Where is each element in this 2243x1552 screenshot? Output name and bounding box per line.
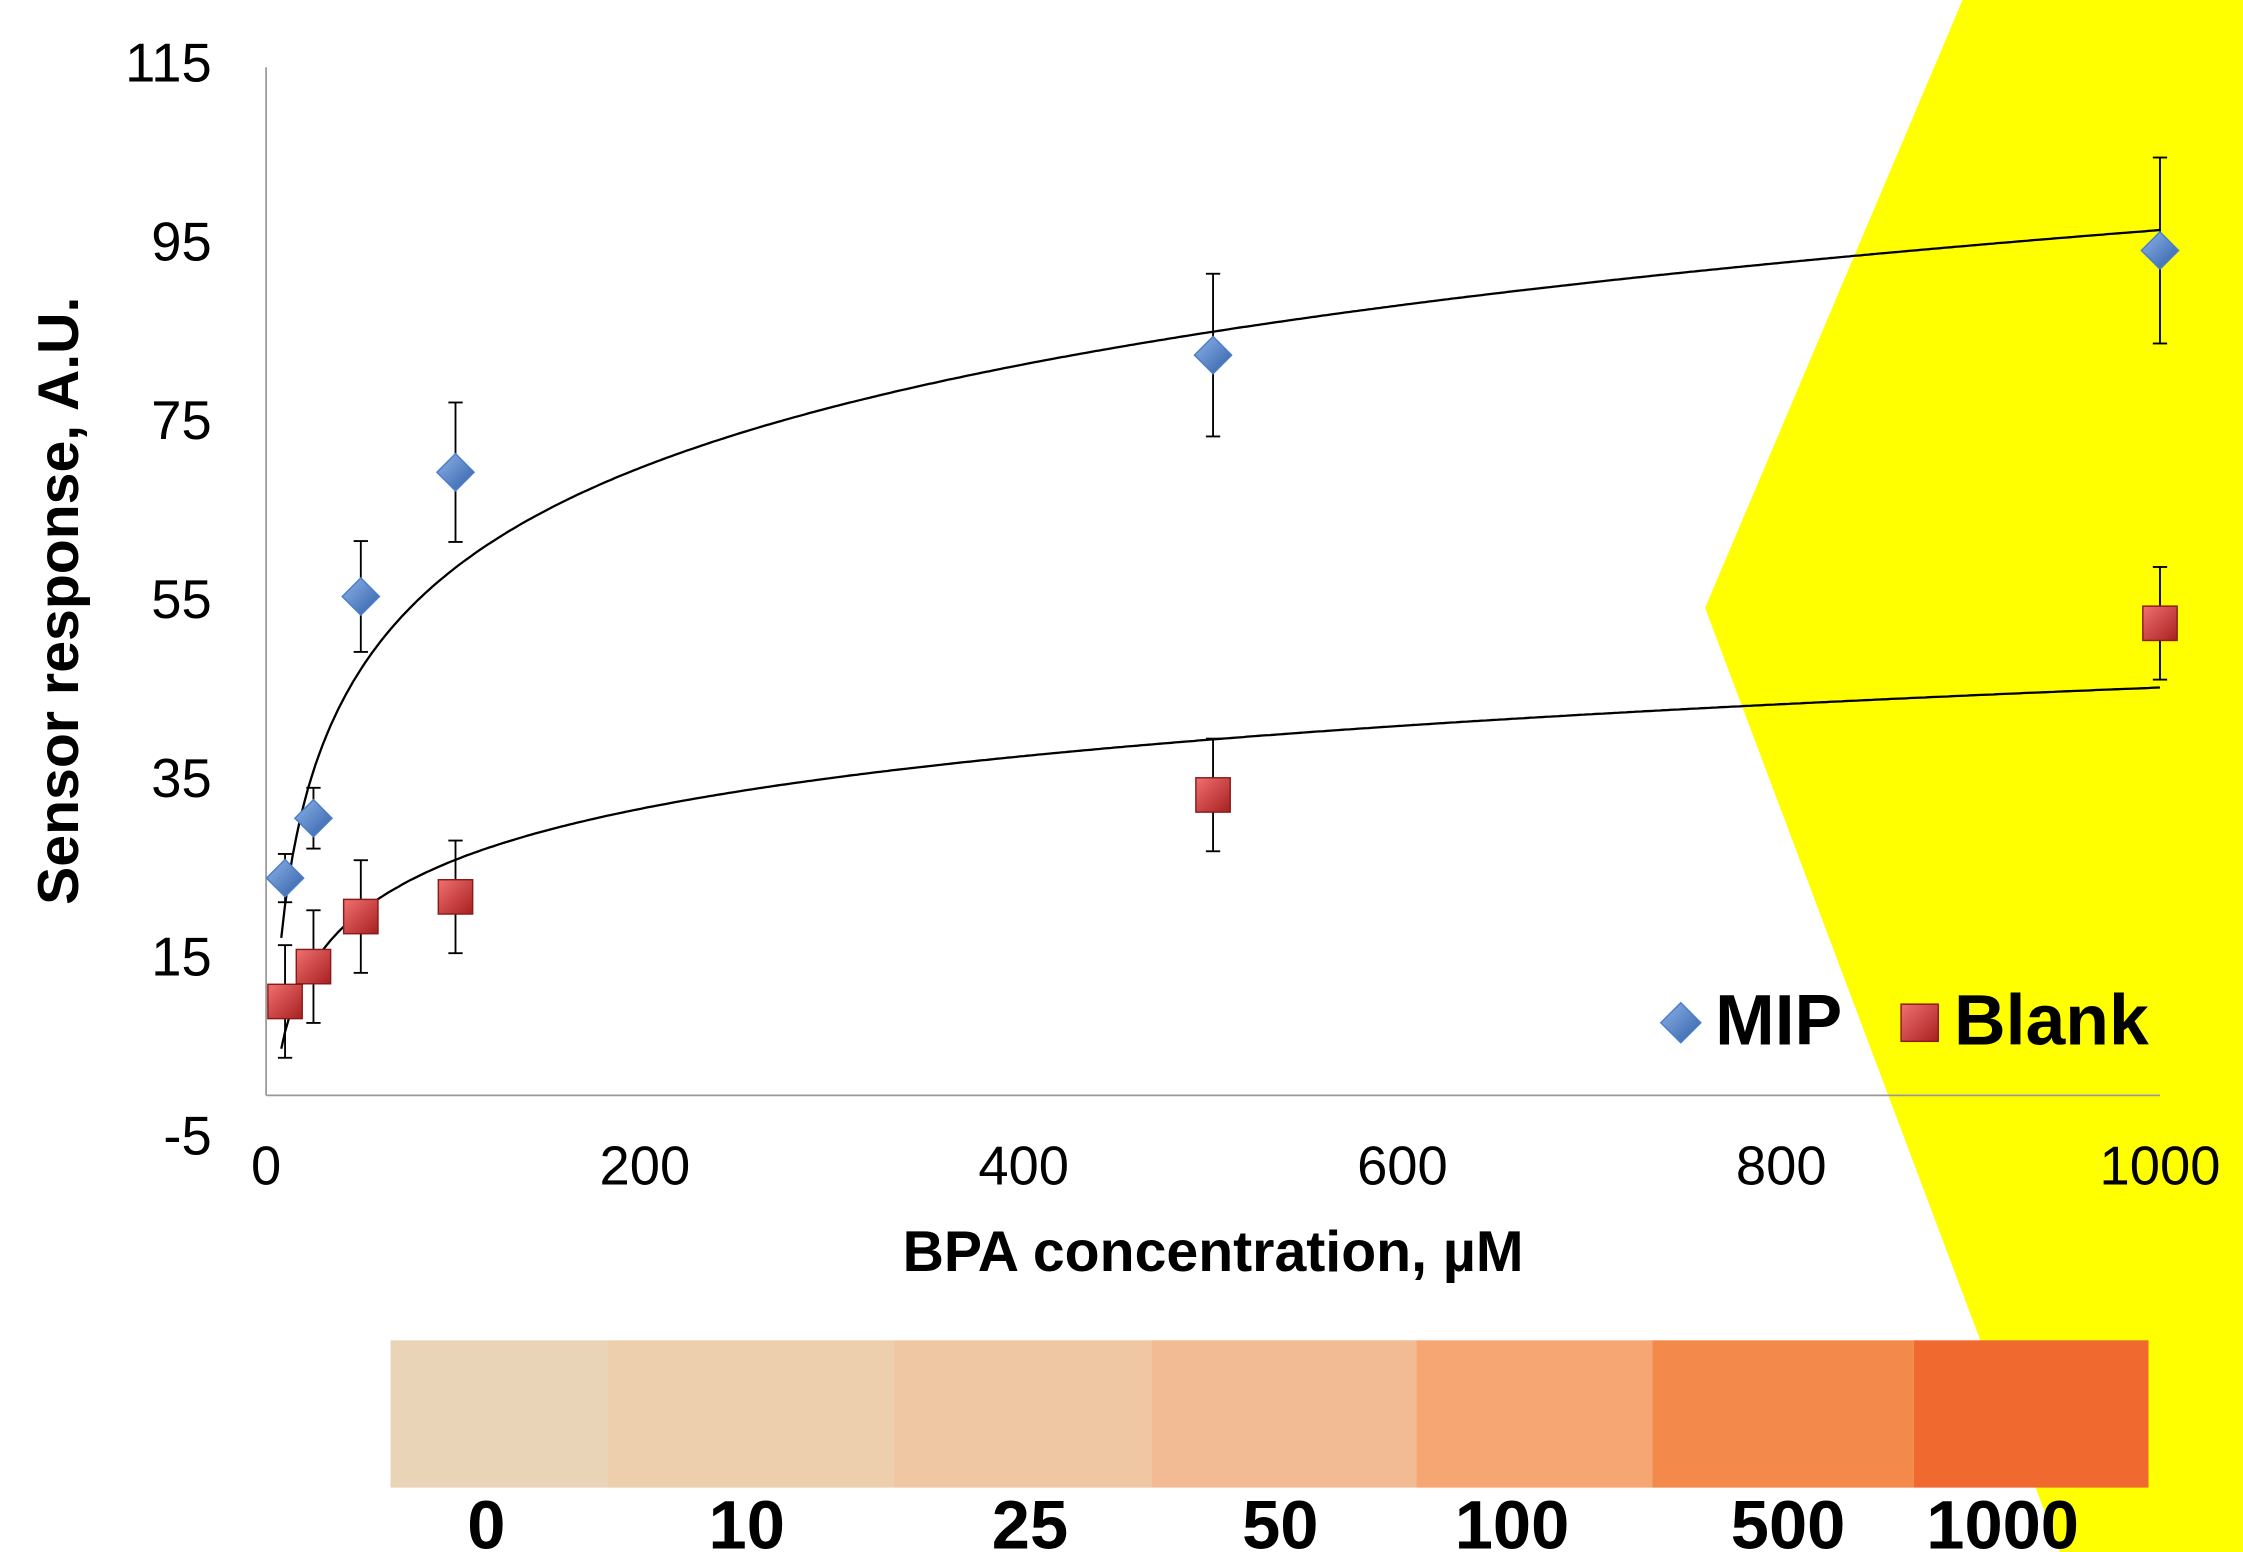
x-tick-label: 600 bbox=[1357, 1135, 1448, 1196]
point bbox=[1193, 335, 1233, 375]
y-tick-label: 95 bbox=[151, 211, 211, 272]
swatch bbox=[1416, 1340, 1653, 1488]
legend-marker bbox=[1659, 1001, 1702, 1044]
background-shape bbox=[1705, 0, 2243, 1552]
legend-label: Blank bbox=[1954, 980, 2149, 1060]
strip-label: 0 bbox=[467, 1487, 505, 1552]
point bbox=[2140, 230, 2180, 271]
y-tick-label: -5 bbox=[163, 1105, 211, 1166]
x-tick-label: 400 bbox=[978, 1135, 1069, 1196]
point bbox=[265, 858, 305, 898]
strip-label: 10 bbox=[709, 1487, 785, 1552]
point bbox=[2142, 605, 2178, 642]
legend-label: MIP bbox=[1715, 980, 1842, 1060]
y-tick-label: 15 bbox=[151, 927, 211, 988]
swatch bbox=[607, 1340, 895, 1488]
swatch bbox=[1652, 1340, 1914, 1488]
strip-label: 50 bbox=[1242, 1487, 1318, 1552]
legend-marker bbox=[1900, 1003, 1939, 1043]
y-tick-label: 75 bbox=[151, 390, 211, 451]
point bbox=[267, 983, 303, 1020]
color-strip bbox=[390, 1340, 2149, 1488]
x-tick-label: 1000 bbox=[2100, 1135, 2221, 1196]
y-tick-label: 35 bbox=[151, 748, 211, 809]
point bbox=[341, 576, 381, 617]
strip-label: 500 bbox=[1731, 1487, 1846, 1552]
x-tick-label: 0 bbox=[251, 1135, 281, 1196]
x-axis-title: BPA concentration, µM bbox=[903, 1220, 1524, 1284]
y-axis-title: Sensor response, A.U. bbox=[27, 297, 91, 905]
point bbox=[1195, 777, 1231, 813]
point bbox=[295, 948, 332, 985]
y-tick-label: 115 bbox=[125, 33, 212, 94]
strip-label: 25 bbox=[992, 1487, 1068, 1552]
point bbox=[437, 878, 474, 915]
strip-label: 1000 bbox=[1926, 1487, 2079, 1552]
x-tick-label: 200 bbox=[600, 1135, 691, 1196]
strip-label: 100 bbox=[1455, 1487, 1570, 1552]
swatch bbox=[1151, 1340, 1417, 1488]
swatch bbox=[894, 1340, 1152, 1488]
swatch bbox=[390, 1340, 608, 1488]
point bbox=[435, 452, 476, 492]
x-tick-label: 800 bbox=[1736, 1135, 1827, 1196]
point bbox=[342, 898, 379, 935]
point bbox=[293, 798, 334, 838]
y-tick-label: 55 bbox=[151, 569, 211, 630]
trend-lines bbox=[280, 228, 2161, 1050]
swatch bbox=[1913, 1340, 2149, 1488]
